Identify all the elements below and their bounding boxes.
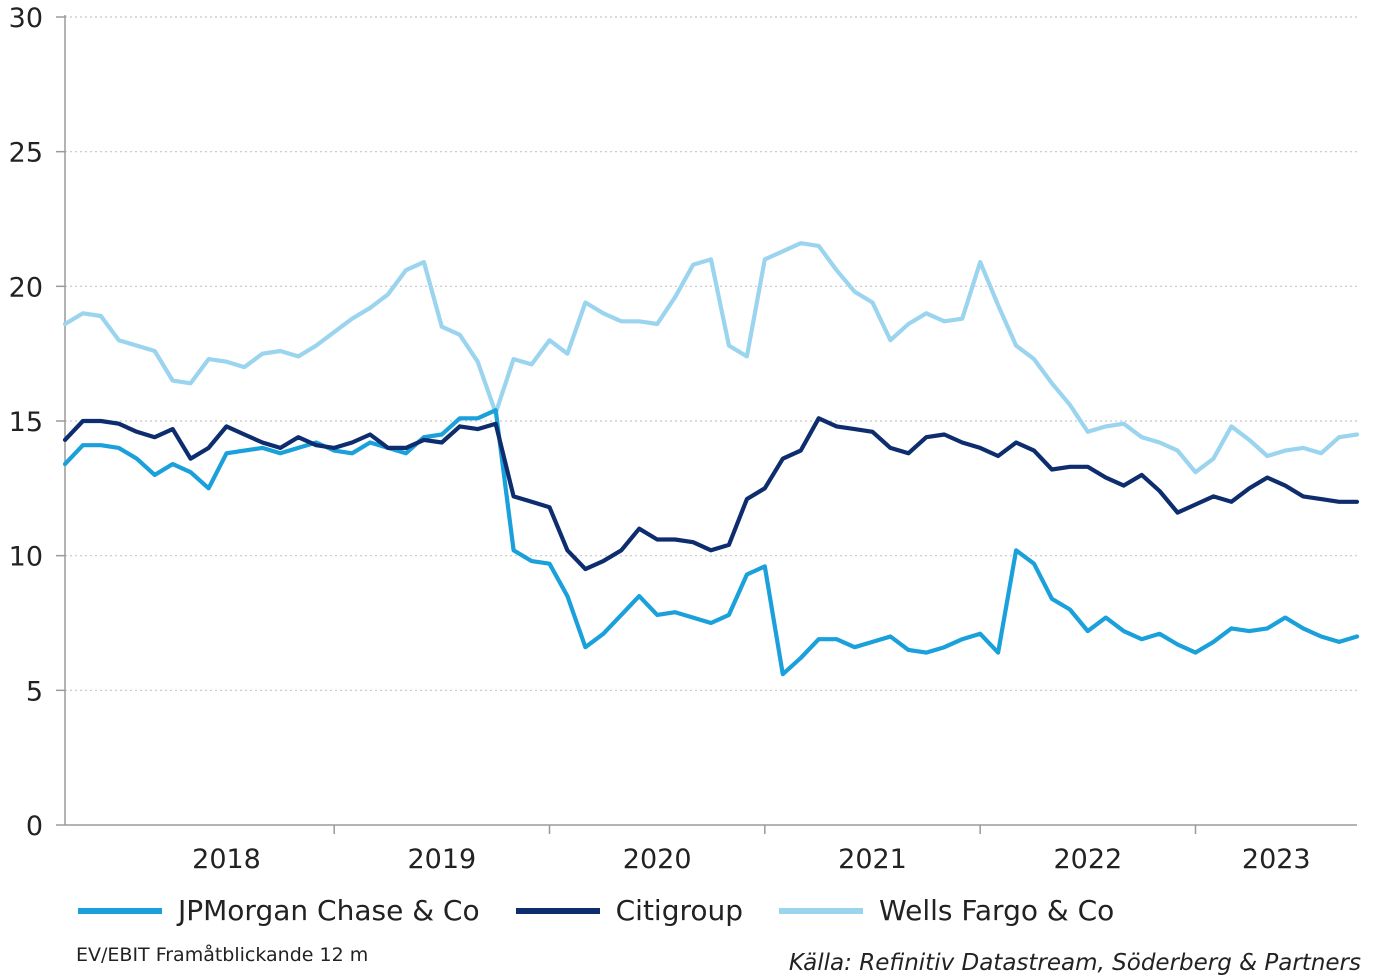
y-axis: 0 5 10 15 20 25 30: [9, 3, 66, 842]
x-axis: 2018 2019 2020 2021 2022 2023: [65, 824, 1357, 875]
gridlines: [65, 16, 1357, 691]
y-tick-label: 5: [26, 676, 43, 707]
series-line-citigroup: [62, 416, 1360, 572]
x-tick-label: 2023: [1242, 844, 1311, 875]
y-tick-label: 0: [26, 811, 43, 842]
y-tick-label: 10: [9, 542, 43, 573]
legend-swatch-citigroup: [515, 907, 600, 914]
y-tick-label: 25: [9, 138, 43, 169]
y-tick-label: 30: [9, 3, 43, 34]
footnote: EV/EBIT Framåtblickande 12 m: [76, 944, 369, 966]
legend-swatch-wellsfargo: [779, 907, 864, 914]
y-tick-label: 15: [9, 407, 43, 438]
legend: JPMorgan Chase & Co Citigroup Wells Farg…: [78, 894, 1150, 927]
x-tick-label: 2018: [192, 844, 261, 875]
series-lines: [62, 241, 1360, 677]
legend-item-citigroup: Citigroup: [515, 894, 744, 927]
legend-swatch-jpmorgan: [78, 907, 162, 914]
series-line-jpmorgan-chase-co: [62, 408, 1360, 677]
y-tick-label: 20: [9, 272, 43, 303]
x-tick-label: 2021: [838, 844, 907, 875]
x-tick-label: 2022: [1053, 844, 1122, 875]
line-chart: 0 5 10 15 20 25 30 2018 2019 2020 2021 2022 2023: [9, 3, 1360, 875]
source-note: Källa: Refinitiv Datastream, Söderberg &…: [788, 950, 1361, 976]
legend-label-jpmorgan: JPMorgan Chase & Co: [178, 894, 480, 927]
x-tick-label: 2019: [407, 844, 476, 875]
legend-label-wellsfargo: Wells Fargo & Co: [879, 894, 1115, 927]
legend-label-citigroup: Citigroup: [615, 894, 744, 927]
legend-item-wellsfargo: Wells Fargo & Co: [779, 894, 1114, 927]
series-line-wells-fargo-co: [62, 241, 1360, 475]
x-tick-label: 2020: [623, 844, 692, 875]
legend-item-jpmorgan: JPMorgan Chase & Co: [78, 894, 480, 927]
